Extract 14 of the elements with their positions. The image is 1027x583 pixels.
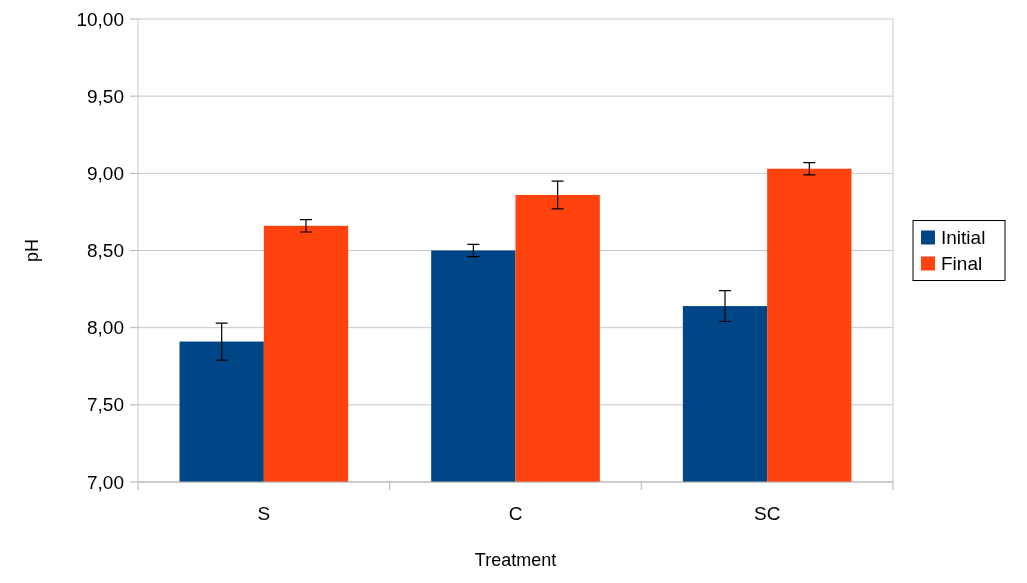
legend-label: Initial: [941, 227, 986, 249]
y-tick-label: 7,50: [87, 394, 124, 416]
legend-label: Final: [941, 253, 983, 275]
y-tick-label: 7,00: [87, 471, 124, 493]
y-tick-label: 10,00: [76, 8, 124, 30]
y-tick-label: 9,50: [87, 85, 124, 107]
x-tick-label: SC: [753, 503, 781, 524]
y-tick-label: 8,50: [87, 240, 124, 262]
x-tick-label: C: [508, 503, 523, 524]
y-tick-label: 9,00: [87, 162, 124, 184]
x-axis-title: Treatment: [474, 550, 557, 570]
y-axis-title: pH: [22, 238, 42, 263]
x-tick-label: S: [257, 503, 271, 524]
y-tick-label: 8,00: [87, 317, 124, 339]
